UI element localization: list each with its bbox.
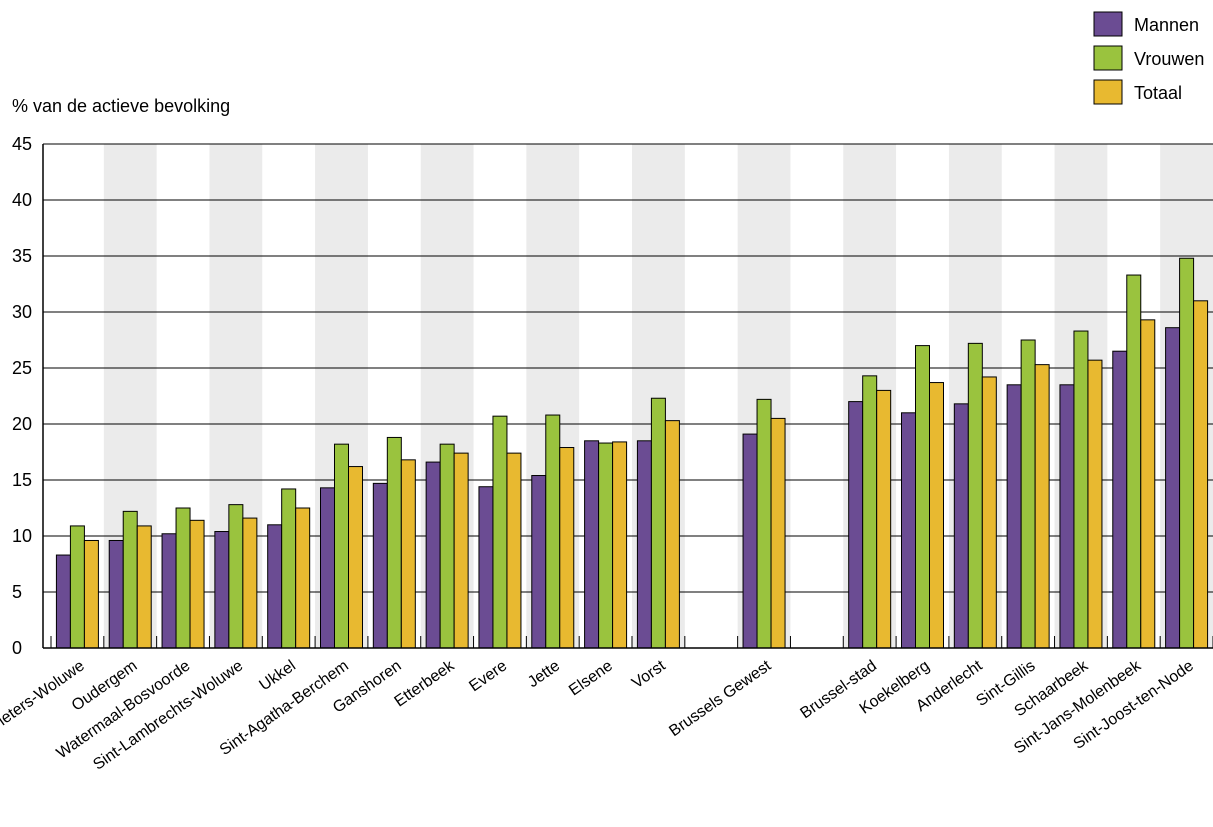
bar-mannen <box>953 403 969 649</box>
bar-mannen <box>214 531 230 649</box>
bar-mannen <box>848 401 864 649</box>
bar-vrouwen <box>281 488 297 649</box>
bar-vrouwen <box>1126 274 1142 649</box>
bar-totaal <box>83 539 99 649</box>
category-label: Elsene <box>566 657 616 699</box>
bar-totaal <box>981 376 997 649</box>
bar-mannen <box>636 440 652 649</box>
bar-vrouwen <box>334 443 349 649</box>
bar-mannen <box>1006 384 1022 649</box>
bar-mannen <box>478 486 494 649</box>
category-label: Vorst <box>629 657 669 692</box>
bar-mannen <box>1112 350 1128 649</box>
y-tick-label: 30 <box>12 302 32 322</box>
category-label: Ukkel <box>256 657 299 694</box>
bar-vrouwen <box>69 525 85 649</box>
bar-mannen <box>267 524 283 649</box>
legend-label: Vrouwen <box>1134 49 1204 69</box>
bar-mannen <box>108 539 124 649</box>
bar-mannen <box>901 412 916 649</box>
legend-label: Totaal <box>1134 83 1182 103</box>
bar-totaal <box>506 452 522 649</box>
bar-totaal <box>770 417 786 649</box>
bar-vrouwen <box>386 436 402 649</box>
legend-swatch <box>1093 11 1123 37</box>
y-tick-label: 0 <box>12 638 22 658</box>
bar-vrouwen <box>545 414 561 649</box>
bar-totaal <box>453 452 469 649</box>
bar-totaal <box>1087 359 1103 649</box>
bar-mannen <box>531 475 547 649</box>
bar-totaal <box>136 525 152 649</box>
bar-vrouwen <box>1179 257 1195 649</box>
bar-vrouwen <box>862 375 878 649</box>
bar-vrouwen <box>439 443 455 649</box>
bar-mannen <box>161 533 177 649</box>
y-axis-label: % van de actieve bevolking <box>12 96 230 116</box>
category-label: Etterbeek <box>392 657 459 711</box>
bar-mannen <box>372 482 388 649</box>
bar-totaal <box>1140 319 1156 649</box>
bar-vrouwen <box>1020 339 1036 649</box>
bar-totaal <box>1193 300 1209 649</box>
bar-totaal <box>664 420 680 649</box>
y-tick-label: 10 <box>12 526 32 546</box>
y-tick-label: 35 <box>12 246 32 266</box>
bar-vrouwen <box>1073 330 1089 649</box>
bar-totaal <box>348 466 363 649</box>
bar-vrouwen <box>122 510 138 649</box>
bar-totaal <box>559 447 575 649</box>
y-tick-label: 45 <box>12 134 32 154</box>
bar-vrouwen <box>756 398 772 649</box>
category-label: Jette <box>525 657 563 691</box>
legend: Mannen Vrouwen Totaal <box>1093 11 1204 105</box>
bar-mannen <box>742 433 758 649</box>
bar-vrouwen <box>598 442 614 649</box>
legend-swatch <box>1093 45 1123 71</box>
bar-mannen <box>425 461 441 649</box>
bar-mannen <box>320 487 335 649</box>
bar-totaal <box>612 441 628 649</box>
bar-totaal <box>295 507 311 649</box>
bar-totaal <box>876 389 892 649</box>
bar-vrouwen <box>228 504 244 649</box>
y-tick-label: 20 <box>12 414 32 434</box>
legend-swatch <box>1093 79 1123 105</box>
bar-vrouwen <box>915 345 930 649</box>
bar-mannen <box>1165 327 1181 649</box>
bar-vrouwen <box>967 342 983 649</box>
bar-totaal <box>189 519 205 649</box>
y-tick-labels: 0 5 10 15 20 25 30 35 40 45 <box>12 134 32 658</box>
y-tick-label: 40 <box>12 190 32 210</box>
bar-mannen <box>584 440 600 649</box>
bar-totaal <box>929 382 944 649</box>
y-tick-label: 5 <box>12 582 22 602</box>
y-tick-label: 15 <box>12 470 32 490</box>
bar-totaal <box>1034 364 1050 649</box>
category-label: Brussels Gewest <box>666 657 775 740</box>
axes <box>42 144 1213 649</box>
y-tick-label: 25 <box>12 358 32 378</box>
category-label: Evere <box>466 657 510 695</box>
bar-mannen <box>55 554 71 649</box>
bar-vrouwen <box>650 397 666 649</box>
legend-label: Mannen <box>1134 15 1199 35</box>
category-labels: Sint-Pieters-WoluweOudergemWatermaal-Bos… <box>0 657 1197 774</box>
bar-vrouwen <box>492 415 508 649</box>
bar-vrouwen <box>175 507 191 649</box>
bar-mannen <box>1059 384 1075 649</box>
bar-totaal <box>242 517 258 649</box>
bar-totaal <box>400 459 416 649</box>
